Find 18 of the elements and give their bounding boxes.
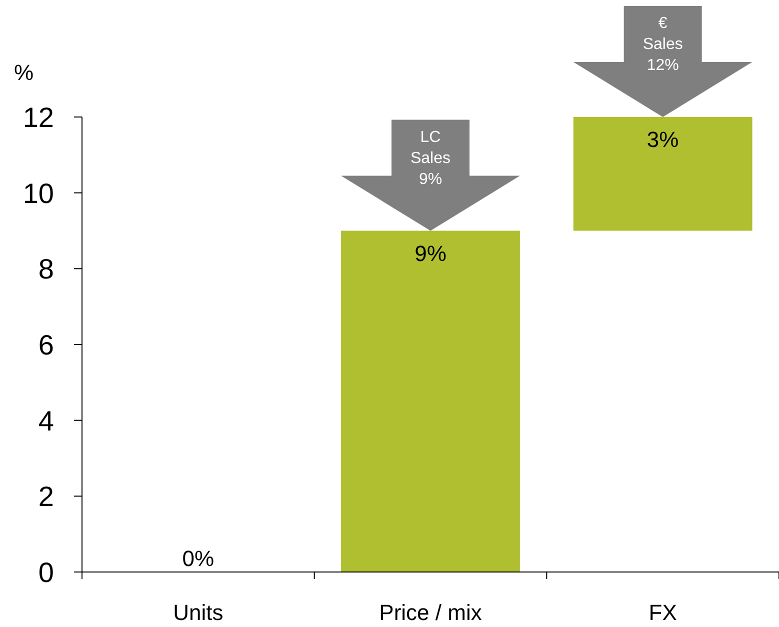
annotation: € Sales 12% [642, 15, 683, 74]
y-tick-label: 10 [22, 178, 54, 209]
down-arrow: LC Sales 9% [341, 120, 520, 231]
y-tick-label: 6 [38, 330, 54, 360]
y-tick-label: 4 [38, 405, 54, 436]
y-tick-label: 2 [38, 481, 54, 512]
annotation: LC Sales 9% [410, 128, 451, 188]
x-tick-label: FX [648, 600, 678, 625]
data-label: 3% [646, 127, 679, 152]
y-axis-title: % [14, 60, 34, 85]
x-tick-label: Price / mix [379, 600, 482, 625]
x-tick-label: Units [173, 600, 224, 625]
data-label: 0% [182, 546, 214, 571]
y-tick-label: 0 [38, 557, 54, 588]
y-tick-label: 12 [22, 102, 54, 133]
y-tick-label: 8 [38, 254, 54, 285]
down-arrow: € Sales 12% [573, 6, 752, 117]
data-label: 9% [414, 240, 446, 266]
